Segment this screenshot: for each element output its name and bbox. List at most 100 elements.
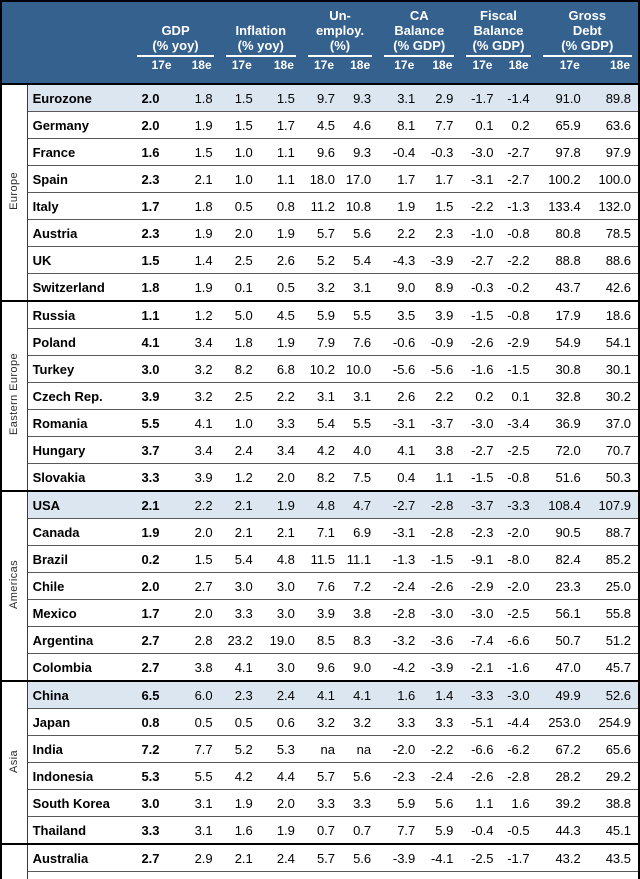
value-cell: 5.6 [342, 762, 379, 790]
value-cell: -0.8 [500, 219, 537, 247]
table-row: Turkey 3.0 3.2 8.2 6.8 10.2 10.0 -5.6 -5.6 -1.6 -1… [1, 355, 639, 383]
value-cell: 5.5 [179, 762, 220, 790]
value-cell: 6.5 [131, 680, 180, 709]
country-name: India [27, 735, 132, 763]
value-cell: 107.9 [587, 490, 639, 519]
value-cell: -2.8 [378, 599, 423, 627]
table-row: Americas USA 2.1 2.2 2.1 1.9 4.8 4.7 -2.7 -2.8 -3.… [1, 490, 639, 681]
value-cell: 5.9 [378, 789, 423, 817]
value-cell: 3.0 [259, 572, 302, 600]
year-header: 18e [587, 57, 639, 84]
value-cell: -2.5 [500, 436, 537, 464]
value-cell: 5.5 [342, 300, 379, 329]
country-name: Thailand [27, 816, 132, 844]
value-cell: 0.6 [259, 708, 302, 736]
value-cell: 3.1 [301, 382, 343, 410]
value-cell: 5.7 [301, 219, 343, 247]
country-name: Indonesia [27, 762, 132, 790]
value-cell: 1.6 [378, 680, 423, 709]
column-group-ca-balance: CA Balance (% GDP) [378, 1, 461, 57]
value-cell: -2.6 [460, 762, 501, 790]
value-cell: 0.5 [219, 708, 260, 736]
value-cell: 11.1 [342, 545, 379, 573]
value-cell: 1.1 [460, 789, 501, 817]
value-cell: 3.2 [342, 708, 379, 736]
value-cell: 3.9 [301, 599, 343, 627]
value-cell: 4.8 [301, 490, 343, 519]
value-cell: 67.2 [536, 735, 588, 763]
header-corner [1, 57, 132, 84]
value-cell: 5.6 [342, 219, 379, 247]
value-cell: -2.9 [500, 328, 537, 356]
value-cell: 6.0 [179, 680, 220, 709]
value-cell: 3.4 [259, 436, 302, 464]
table-row: Chile 2.0 2.7 3.0 3.0 7.6 7.2 -2.4 -2.6 -2.9 -2.0 2… [1, 572, 639, 600]
value-cell: 30.8 [536, 355, 588, 383]
value-cell: 2.1 [219, 843, 260, 872]
table-body: Europe Eurozone 2.0 1.8 1.5 1.5 9.7 9.3 3.1 2.9 -1… [1, 83, 639, 879]
value-cell: 1.5 [179, 138, 220, 166]
value-cell: -9.1 [460, 545, 501, 573]
value-cell: -8.0 [500, 545, 537, 573]
value-cell: -3.9 [460, 871, 501, 879]
value-cell: 4.5 [301, 111, 343, 139]
value-cell: 90.5 [536, 518, 588, 546]
column-group-label: Fiscal Balance (% GDP) [466, 8, 531, 57]
value-cell: -3.4 [500, 409, 537, 437]
year-header: 17e [301, 57, 343, 84]
country-name: Eurozone [27, 83, 132, 112]
table-row: Slovakia 3.3 3.9 1.2 2.0 8.2 7.5 0.4 1.1 -1.5 -0.8… [1, 463, 639, 491]
value-cell: 52.6 [587, 680, 639, 709]
country-name: USA [27, 490, 132, 519]
value-cell: 0.2 [131, 545, 180, 573]
value-cell: -1.6 [460, 355, 501, 383]
value-cell: 3.7 [131, 436, 180, 464]
value-cell: 43.7 [536, 273, 588, 301]
value-cell: 1.9 [378, 192, 423, 220]
value-cell: -3.9 [422, 653, 461, 681]
value-cell: 3.1 [179, 789, 220, 817]
value-cell: 1.9 [179, 111, 220, 139]
year-header: 17e [536, 57, 588, 84]
value-cell: 9.7 [301, 83, 343, 112]
table-row: Switzerland 1.8 1.9 0.1 0.5 3.2 3.1 9.0 8.9 -0.3-… [1, 273, 639, 301]
value-cell: 42.6 [587, 273, 639, 301]
value-cell: 2.7 [179, 572, 220, 600]
value-cell: 1.9 [259, 219, 302, 247]
value-cell: 3.9 [422, 300, 461, 329]
value-cell: 0.2 [460, 382, 501, 410]
value-cell: 38.8 [587, 789, 639, 817]
value-cell: 5.2 [219, 735, 260, 763]
table-row: Thailand 3.3 3.1 1.6 1.9 0.7 0.7 7.7 5.9 -0.4 -0.5… [1, 816, 639, 844]
value-cell: 3.2 [179, 382, 220, 410]
country-name: Italy [27, 192, 132, 220]
value-cell: 2.4 [259, 680, 302, 709]
value-cell: 1.8 [131, 273, 180, 301]
value-cell: -5.6 [422, 355, 461, 383]
value-cell: 3.1 [342, 382, 379, 410]
value-cell: 2.0 [131, 111, 180, 139]
region-cell [1, 843, 28, 879]
value-cell: 27.0 [301, 871, 343, 879]
table-row: Colombia 2.7 3.8 4.1 3.0 9.6 9.0 -4.2 -3.9 -2.1 -1… [1, 653, 639, 681]
value-cell: -3.2 [378, 871, 423, 879]
table-row: Argentina 2.7 2.8 23.2 19.0 8.5 8.3 -3.2 -3.6 -7.… [1, 626, 639, 654]
value-cell: 36.9 [536, 409, 588, 437]
value-cell: -6.6 [460, 735, 501, 763]
value-cell: 17.0 [342, 165, 379, 193]
value-cell: -2.6 [422, 572, 461, 600]
country-name: France [27, 138, 132, 166]
value-cell: 3.1 [342, 273, 379, 301]
value-cell: 3.4 [179, 436, 220, 464]
column-group-fiscal-balance: Fiscal Balance (% GDP) [460, 1, 537, 57]
value-cell: 4.1 [219, 653, 260, 681]
value-cell: 2.9 [179, 843, 220, 872]
value-cell: 2.3 [131, 165, 180, 193]
value-cell: 88.7 [587, 518, 639, 546]
value-cell: 8.1 [378, 111, 423, 139]
country-name: Mexico [27, 599, 132, 627]
value-cell: 0.4 [378, 463, 423, 491]
value-cell: 70.7 [587, 436, 639, 464]
value-cell: 3.2 [179, 355, 220, 383]
